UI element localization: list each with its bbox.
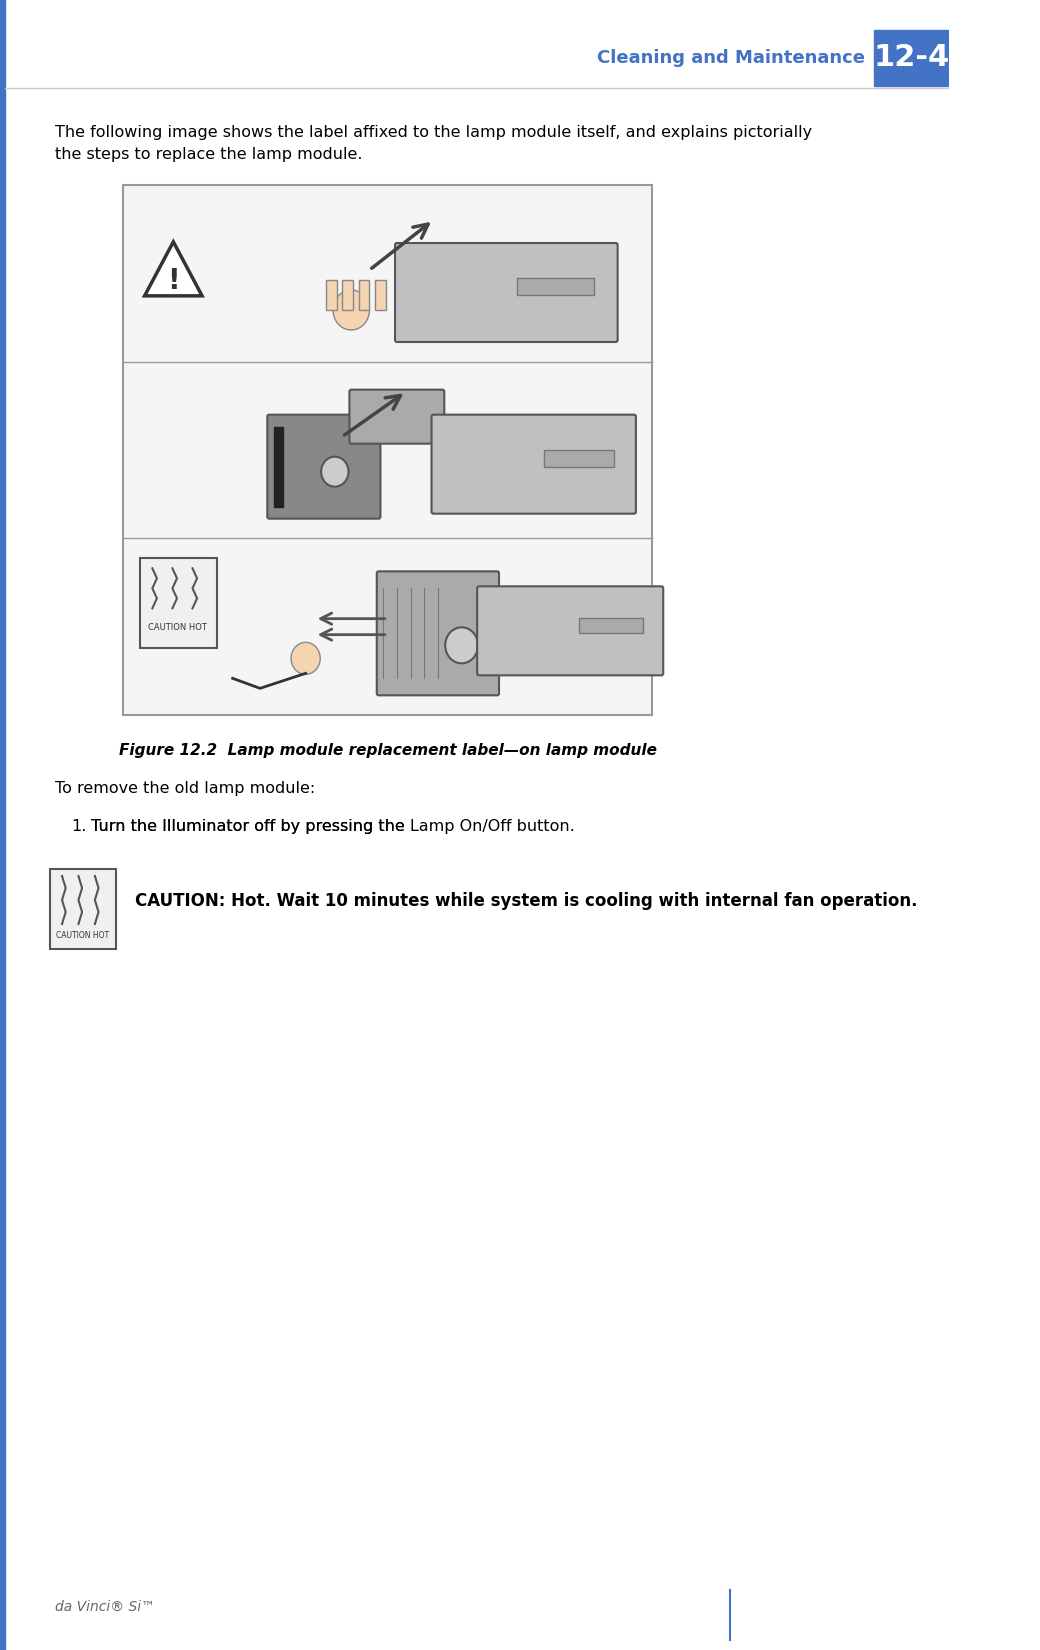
Bar [544,450,614,467]
Text: da Vinci® Si™: da Vinci® Si™ [55,1600,155,1614]
FancyBboxPatch shape [395,243,618,342]
FancyBboxPatch shape [267,414,381,518]
Circle shape [445,627,478,663]
Polygon shape [145,243,202,295]
Text: The following image shows the label affixed to the lamp module itself, and expla: The following image shows the label affi… [55,125,812,162]
Text: CAUTION: Hot. Wait 10 minutes while system is cooling with internal fan operatio: CAUTION: Hot. Wait 10 minutes while syst… [135,893,917,911]
Text: CAUTION HOT: CAUTION HOT [149,624,207,632]
Circle shape [291,642,320,675]
Bar [874,30,948,86]
Text: Turn the Illuminator off by pressing the: Turn the Illuminator off by pressing the [92,818,410,833]
FancyBboxPatch shape [376,571,499,695]
FancyBboxPatch shape [432,414,635,513]
Bar [0,0,5,1650]
Text: To remove the old lamp module:: To remove the old lamp module: [55,780,315,795]
Text: Cleaning and Maintenance: Cleaning and Maintenance [597,50,865,68]
Bar [50,870,115,949]
Circle shape [333,290,369,330]
Bar [274,427,283,507]
Text: 1.: 1. [71,818,86,833]
Bar [517,279,594,295]
FancyBboxPatch shape [349,389,444,444]
Text: Figure 12.2  Lamp module replacement label—on lamp module: Figure 12.2 Lamp module replacement labe… [119,742,656,757]
FancyBboxPatch shape [477,586,664,675]
Bar [342,280,353,310]
Bar [375,280,386,310]
Bar [326,280,337,310]
Bar [579,619,643,634]
Circle shape [321,457,348,487]
Text: CAUTION HOT: CAUTION HOT [56,931,109,940]
Text: Turn the Illuminator off by pressing the Lamp On/Off button.: Turn the Illuminator off by pressing the… [92,818,575,833]
Bar [139,558,217,648]
Bar [359,280,369,310]
Text: !: ! [167,267,180,295]
Text: 12-4: 12-4 [874,43,950,73]
Bar [123,185,652,714]
